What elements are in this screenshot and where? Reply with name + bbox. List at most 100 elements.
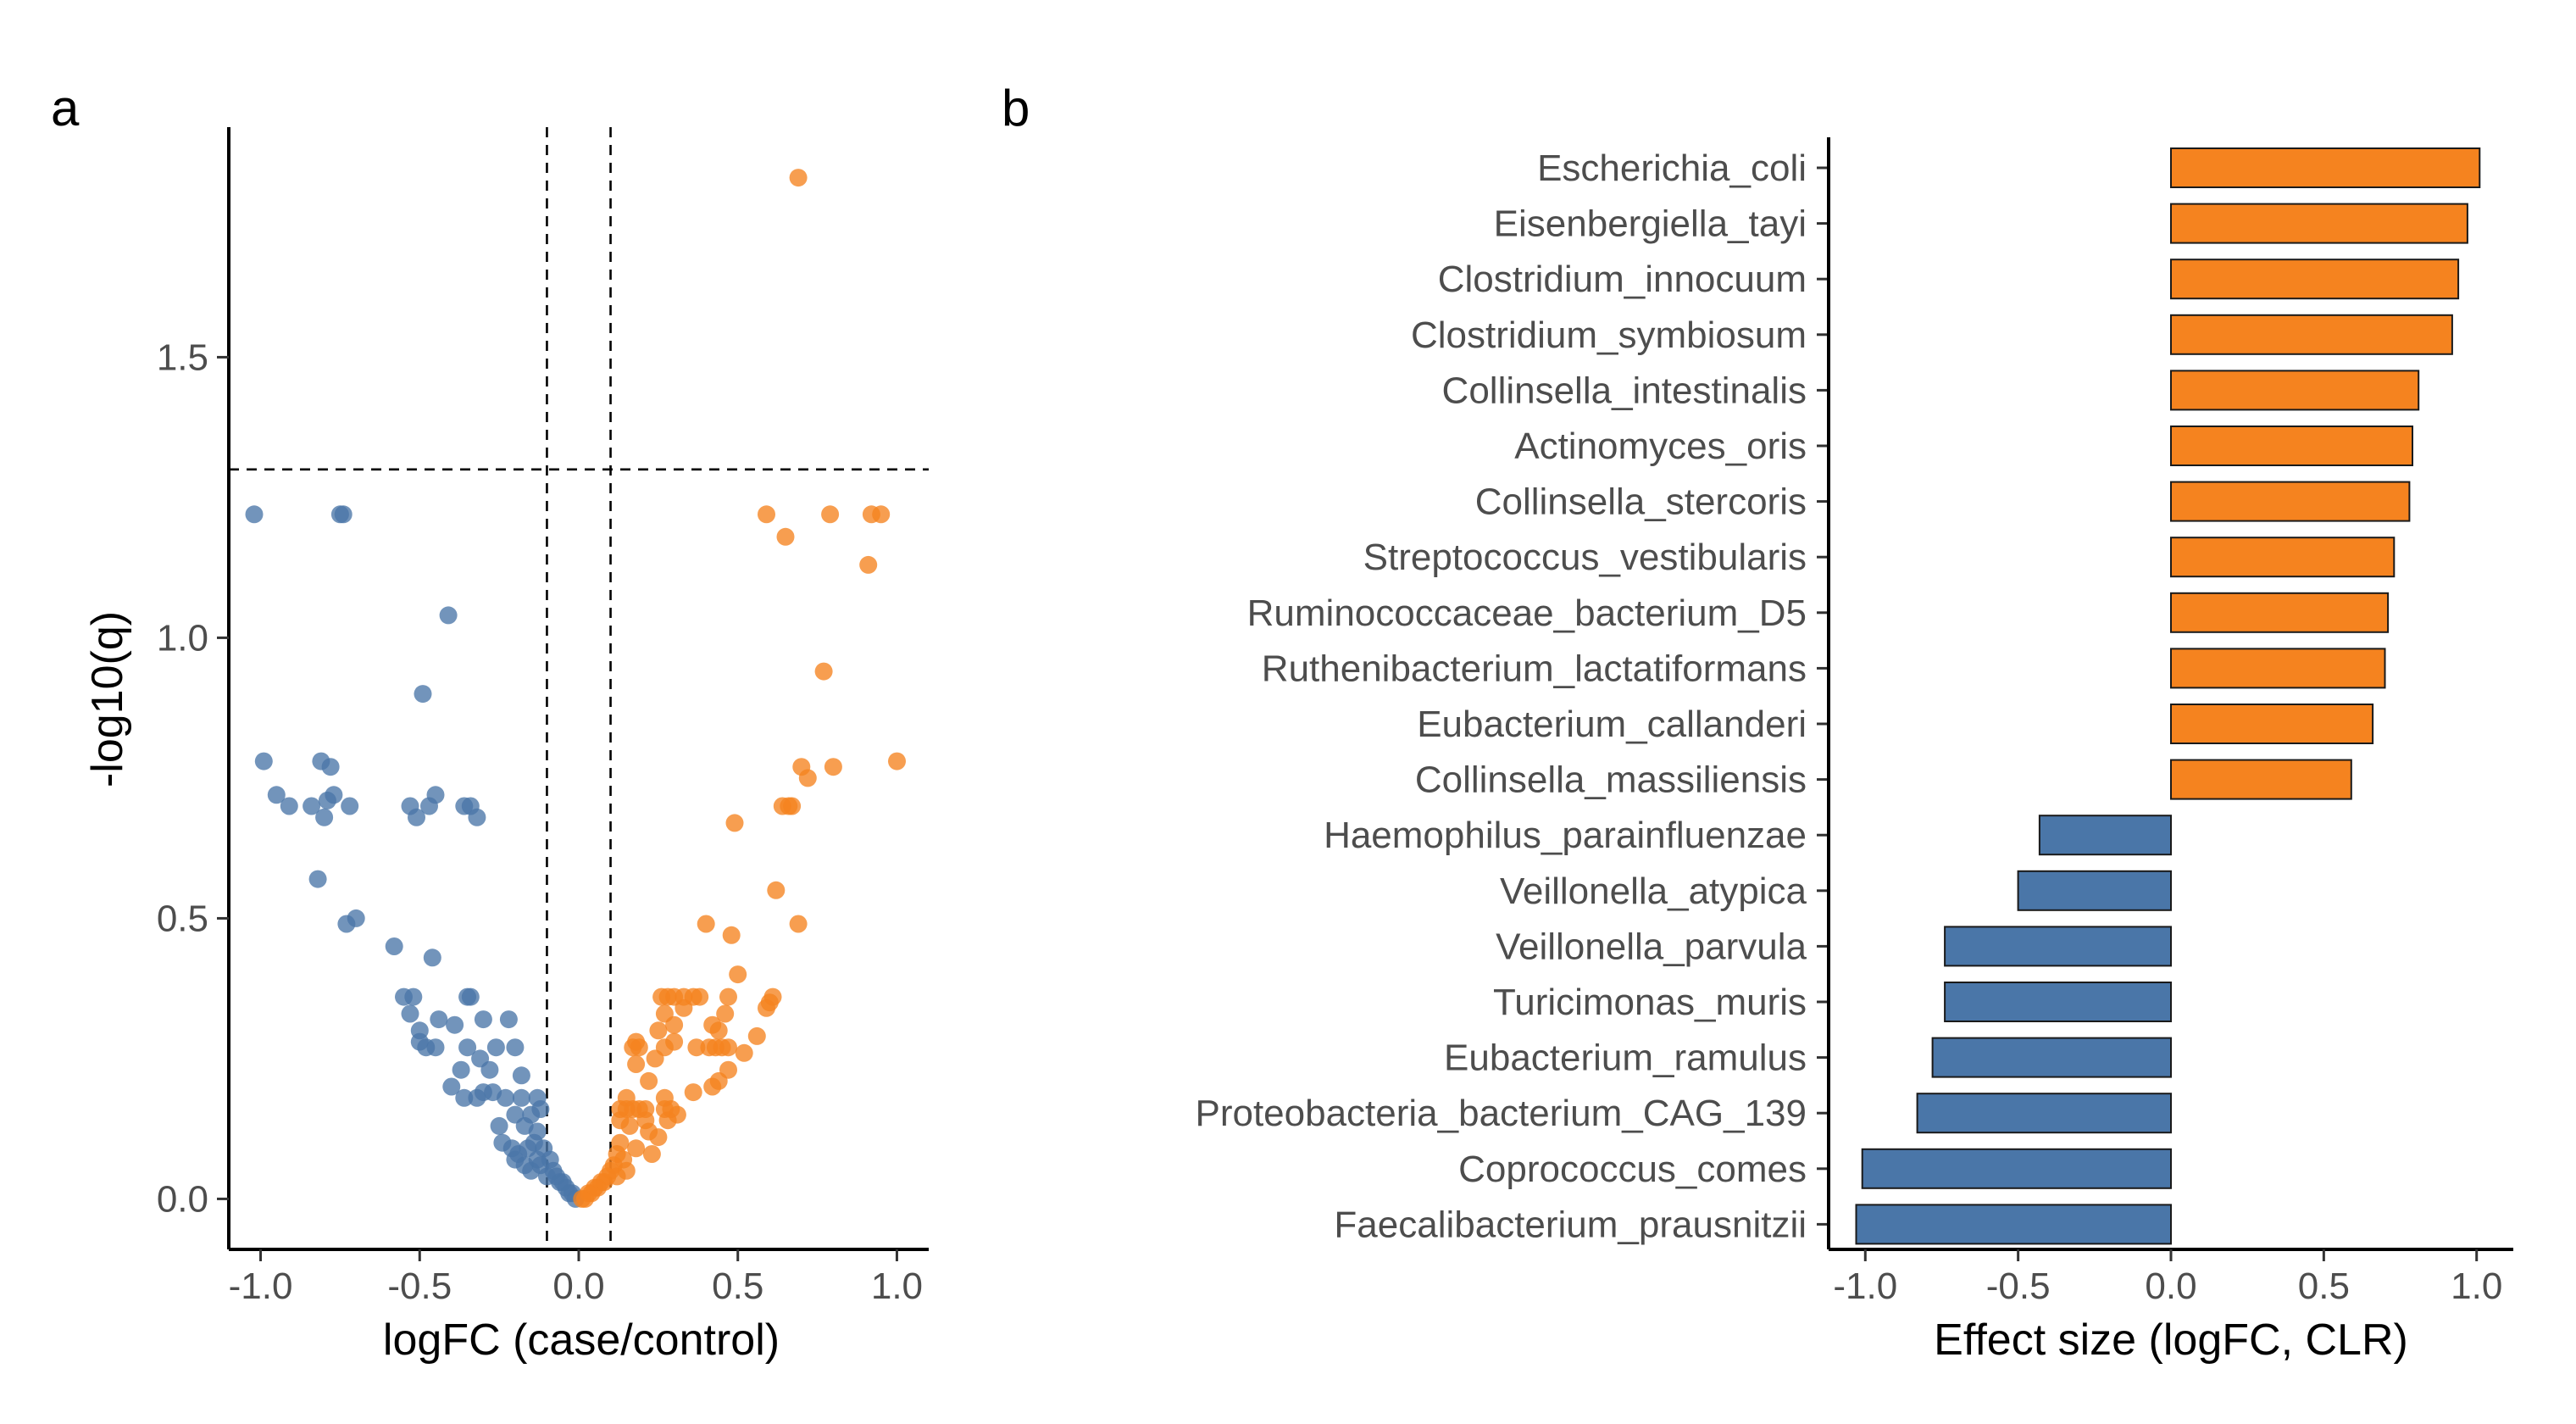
species-label: Proteobacteria_bacterium_CAG_139	[1195, 1093, 1807, 1134]
depleted-taxon-point	[512, 1088, 530, 1107]
bar-eisenbergiella-tayi	[2170, 203, 2468, 244]
depleted-taxon-point	[439, 606, 458, 625]
enriched-taxon-point	[627, 1139, 646, 1158]
enriched-taxon-point	[649, 1021, 668, 1040]
bar-collinsella-massiliensis	[2170, 759, 2352, 800]
bar-eubacterium-ramulus	[1931, 1037, 2173, 1078]
depleted-taxon-point	[506, 1038, 525, 1057]
bar-x-tick-label: -0.5	[1986, 1265, 2051, 1307]
species-label: Collinsella_massiliensis	[1415, 759, 1807, 801]
depleted-taxon-point	[442, 1077, 461, 1096]
depleted-taxon-point	[337, 915, 356, 933]
depleted-taxon-point	[499, 1010, 518, 1029]
bar-collinsella-stercoris	[2170, 481, 2411, 522]
enriched-taxon-point	[658, 1111, 677, 1130]
enriched-taxon-point	[649, 1128, 668, 1147]
species-label: Ruthenibacterium_lactatiformans	[1262, 648, 1807, 689]
bar-axes: -1.0 -0.5 0.0 0.5 1.0	[1817, 137, 2513, 1307]
volcano-x-tick-label: 0.0	[552, 1265, 604, 1307]
species-label: Eisenbergiella_tayi	[1494, 203, 1807, 245]
depleted-taxon-point	[474, 1010, 492, 1029]
enriched-taxon-point	[573, 1189, 591, 1208]
bar-proteobacteria-bacterium-cag-139	[1916, 1093, 2173, 1134]
depleted-taxon-point	[522, 1161, 541, 1180]
bar-eubacterium-callanderi	[2170, 704, 2374, 744]
enriched-taxon-point	[767, 881, 786, 899]
depleted-taxon-point	[461, 987, 480, 1006]
volcano-points	[245, 169, 906, 1208]
species-label: Eubacterium_callanderi	[1417, 704, 1807, 745]
bar-escherichia-coli	[2170, 147, 2481, 188]
panel-b-letter: b	[1002, 80, 1030, 136]
enriched-taxon-point	[814, 662, 833, 681]
depleted-taxon-point	[303, 797, 321, 815]
depleted-taxon-point	[408, 808, 425, 826]
bar-collinsella-intestinalis	[2170, 370, 2420, 411]
volcano-x-tick-label: -0.5	[387, 1265, 452, 1307]
bar-veillonella-atypica	[2017, 870, 2173, 911]
species-label: Haemophilus_parainfluenzae	[1324, 815, 1807, 856]
enriched-taxon-point	[758, 505, 775, 524]
enriched-taxon-point	[709, 1021, 728, 1040]
enriched-taxon-point	[691, 987, 709, 1006]
bar-x-tick-label: 0.0	[2145, 1265, 2196, 1307]
enriched-taxon-point	[783, 797, 802, 815]
species-label: Collinsella_stercoris	[1475, 481, 1807, 523]
species-label: Streptococcus_vestibularis	[1363, 537, 1807, 578]
bar-coprococcus-comes	[1861, 1148, 2172, 1189]
enriched-taxon-point	[719, 1038, 737, 1057]
enriched-taxon-point	[888, 752, 906, 770]
depleted-taxon-point	[458, 1038, 477, 1057]
bar-haemophilus-parainfluenzae	[2038, 815, 2172, 856]
depleted-taxon-point	[280, 797, 298, 815]
species-label: Veillonella_atypica	[1500, 871, 1807, 912]
depleted-taxon-point	[452, 1060, 470, 1079]
volcano-x-tick-label: 0.5	[712, 1265, 763, 1307]
bar-clostridium-symbiosum	[2170, 314, 2453, 355]
enriched-taxon-point	[758, 998, 775, 1017]
depleted-taxon-point	[497, 1088, 515, 1107]
enriched-taxon-point	[675, 998, 693, 1017]
species-label: Faecalibacterium_prausnitzii	[1334, 1204, 1807, 1245]
depleted-taxon-point	[426, 1038, 445, 1057]
depleted-taxon-point	[267, 786, 286, 804]
enriched-taxon-point	[725, 814, 744, 832]
enriched-taxon-point	[684, 1083, 702, 1102]
bar-turicimonas-muris	[1944, 982, 2173, 1022]
bar-faecalibacterium-prausnitzii	[1855, 1204, 2172, 1245]
enriched-taxon-point	[630, 1038, 648, 1057]
enriched-taxon-point	[703, 1077, 722, 1096]
depleted-taxon-point	[531, 1100, 550, 1118]
enriched-taxon-point	[722, 926, 741, 944]
depleted-taxon-point	[468, 1088, 486, 1107]
species-label: Coprococcus_comes	[1458, 1149, 1807, 1190]
depleted-taxon-point	[446, 1015, 464, 1034]
depleted-taxon-point	[468, 808, 486, 826]
depleted-taxon-point	[401, 1004, 419, 1023]
panel-a-letter: a	[51, 80, 80, 136]
bar-x-tick-label: 0.5	[2298, 1265, 2350, 1307]
species-label: Escherichia_coli	[1537, 147, 1807, 189]
depleted-taxon-point	[455, 1088, 474, 1107]
depleted-taxon-point	[512, 1066, 530, 1085]
effect-size-bar-panel: b -1.0 -0.5 0.0 0.5 1.0 Escherichia_coli Eise…	[1002, 80, 2513, 1365]
species-label: Actinomyces_oris	[1514, 426, 1807, 467]
volcano-x-axis-title: logFC (case/control)	[383, 1316, 780, 1365]
volcano-y-axis-title: -log10(q)	[83, 611, 132, 787]
bar-x-tick-label: -1.0	[1833, 1265, 1897, 1307]
species-label: Collinsella_intestinalis	[1442, 370, 1807, 411]
volcano-axes: -1.0 -0.5 0.0 0.5 1.0 0.0 0.5 1.0 1.5	[157, 127, 929, 1307]
depleted-taxon-point	[308, 870, 327, 888]
enriched-taxon-point	[716, 1004, 735, 1023]
depleted-taxon-point	[385, 937, 403, 955]
species-label: Clostridium_symbiosum	[1411, 314, 1807, 356]
enriched-taxon-point	[665, 1032, 684, 1051]
effect-size-bars	[1855, 147, 2481, 1245]
enriched-taxon-point	[608, 1167, 626, 1186]
enriched-taxon-point	[776, 527, 795, 546]
depleted-taxon-point	[490, 1116, 508, 1135]
enriched-taxon-point	[697, 915, 715, 933]
species-labels: Escherichia_coli Eisenbergiella_tayi Clost…	[1195, 147, 1807, 1245]
enriched-taxon-point	[747, 1026, 766, 1045]
volcano-y-tick-label: 0.5	[157, 898, 208, 939]
